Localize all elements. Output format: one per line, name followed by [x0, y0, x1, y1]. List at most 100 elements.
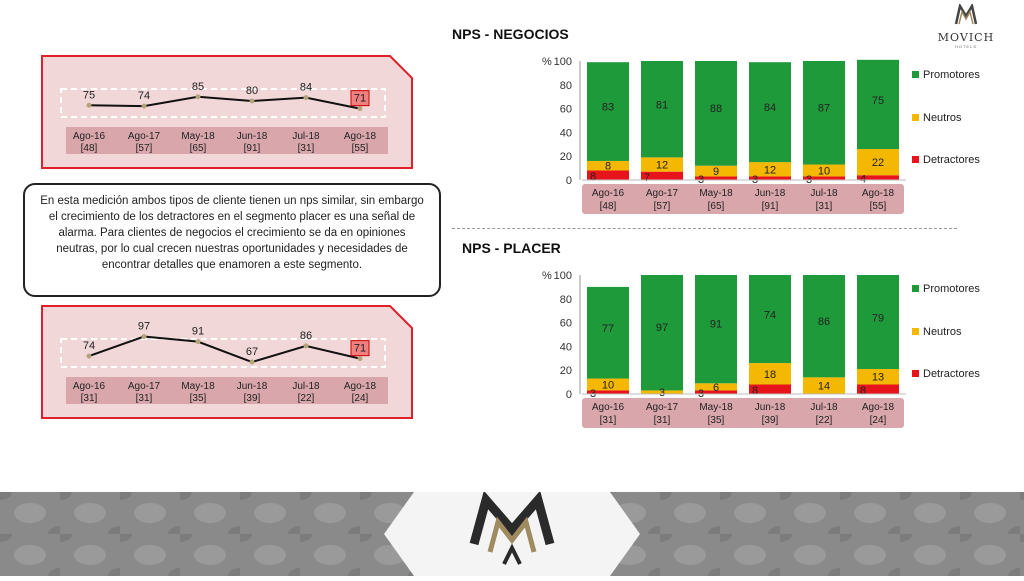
category-label: Jul-18 — [810, 402, 838, 413]
category-label: Ago-18 — [862, 188, 895, 199]
bar-chart-placer: 020406080100%77103Ago-16[31]973Ago-17[31… — [542, 270, 980, 428]
neutros-value: 22 — [872, 157, 884, 169]
chart-title-placer: NPS - PLACER — [462, 240, 561, 256]
chart-title-negocios: NPS - NEGOCIOS — [452, 26, 569, 42]
sample-size-label: [22] — [816, 415, 833, 426]
nps-value-label: 71 — [354, 93, 366, 105]
neutros-value: 9 — [713, 166, 719, 178]
category-label: Ago-18 — [344, 131, 377, 142]
category-label: Jun-18 — [755, 402, 786, 413]
nps-value-label: 71 — [354, 343, 366, 355]
sample-size-label: [31] — [81, 393, 98, 404]
neutros-value: 14 — [818, 381, 830, 393]
promotores-bar — [857, 275, 899, 370]
promotores-value: 84 — [764, 102, 776, 114]
category-label: May-18 — [699, 188, 733, 199]
sample-size-label: [91] — [762, 201, 779, 212]
neutros-value: 3 — [659, 387, 665, 399]
sample-size-label: [48] — [600, 201, 617, 212]
sample-size-label: [65] — [190, 143, 207, 154]
y-tick-label: 20 — [560, 151, 572, 163]
category-label: Ago-16 — [73, 131, 106, 142]
sample-size-label: [57] — [136, 143, 153, 154]
section-divider — [452, 228, 957, 229]
detractores-value: 8 — [590, 171, 596, 183]
line-frame — [60, 338, 386, 368]
detractores-bar — [641, 171, 683, 180]
bar-chart-negocios: 0 20 40 60 80 100% 83 88 Ago-16 [48] 81 12 7 Ago-17 [5… — [542, 56, 980, 214]
promotores-bar — [695, 61, 737, 166]
sample-size-label: [31] — [600, 415, 617, 426]
promotores-bar — [803, 275, 845, 378]
y-tick-label: 100 — [554, 56, 572, 68]
y-tick-label: 20 — [560, 365, 572, 377]
category-label: Jul-18 — [292, 381, 320, 392]
legend-label: Detractores — [923, 154, 980, 166]
detractores-bar — [803, 176, 845, 180]
category-label: Jun-18 — [755, 188, 786, 199]
footer-band — [0, 490, 1024, 576]
brand-sub: HOTELS — [954, 44, 977, 49]
nps-value-label: 85 — [192, 81, 204, 93]
nps-point — [303, 343, 309, 349]
neutros-bar — [587, 160, 629, 171]
category-band — [582, 184, 904, 214]
neutros-bar — [749, 363, 791, 385]
sample-size-label: [31] — [816, 201, 833, 212]
sample-size-label: [91] — [244, 143, 261, 154]
promotores-value: 83 — [602, 102, 614, 114]
y-tick-label: 80 — [560, 80, 572, 92]
category-label: Jul-18 — [810, 188, 838, 199]
neutros-bar — [641, 390, 683, 394]
category-label: Ago-16 — [592, 188, 625, 199]
y-tick-label: 100 — [554, 270, 572, 282]
neutros-value: 12 — [656, 160, 668, 172]
neutros-value: 12 — [764, 164, 776, 176]
nps-value-label: 75 — [83, 89, 95, 101]
y-axis-unit: % — [542, 56, 552, 68]
nps-point — [195, 339, 201, 345]
category-band — [66, 127, 388, 154]
detractores-bar — [857, 175, 899, 180]
promotores-bar — [749, 275, 791, 364]
neutros-value: 10 — [602, 379, 614, 391]
promotores-value: 81 — [656, 99, 668, 111]
nps-point — [357, 356, 363, 362]
nps-value-label: 80 — [246, 85, 258, 97]
nps-point — [141, 334, 147, 340]
nps-point — [195, 94, 201, 100]
promotores-value: 74 — [764, 310, 776, 322]
promotores-bar — [587, 286, 629, 379]
y-tick-label: 0 — [566, 175, 572, 187]
nps-point — [357, 106, 363, 112]
category-label: Ago-16 — [73, 381, 106, 392]
legend-label: Detractores — [923, 368, 980, 380]
category-label: Jul-18 — [292, 131, 320, 142]
nps-point — [141, 103, 147, 109]
neutros-bar — [695, 383, 737, 391]
movich-emblem-icon — [469, 490, 555, 565]
sample-size-label: [57] — [654, 201, 671, 212]
brand-name: MOVICH — [937, 31, 995, 44]
legend-swatch — [912, 285, 919, 292]
panel-negocios: 75 74 85 80 84 71 Ago-16[48] Ago-17[57] May-18[6… — [41, 55, 413, 169]
line-frame — [60, 88, 386, 118]
nps-point — [86, 102, 92, 108]
legend-swatch — [912, 114, 919, 121]
category-band — [582, 398, 904, 428]
neutros-value: 10 — [818, 165, 830, 177]
detractores-value: 8 — [752, 385, 758, 397]
legend-swatch — [912, 328, 919, 335]
highlight-box — [350, 340, 370, 357]
neutros-value: 13 — [872, 372, 884, 384]
promotores-value: 97 — [656, 322, 668, 334]
neutros-bar — [803, 377, 845, 394]
promotores-value: 75 — [872, 95, 884, 107]
nps-line — [88, 335, 361, 364]
promotores-bar — [587, 62, 629, 161]
promotores-bar — [641, 61, 683, 158]
legend-label: Neutros — [923, 112, 962, 124]
category-label: Ago-17 — [128, 131, 161, 142]
